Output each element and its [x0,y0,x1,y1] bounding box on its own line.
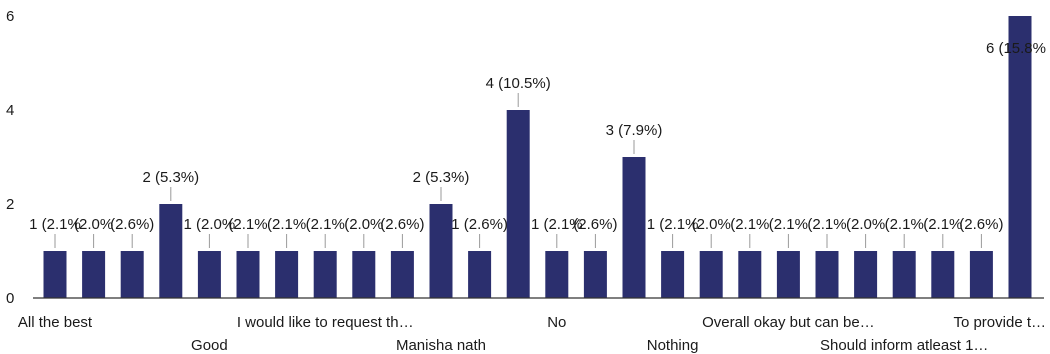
data-label: (2.0% [74,216,113,233]
bar [583,251,607,298]
data-label: (2.1% [267,216,306,233]
bar [236,251,260,298]
data-label: 1 (2.1% [531,216,583,233]
bar [931,251,955,298]
bar [120,251,144,298]
y-axis-ticks: 0 2 4 6 [6,8,14,307]
bar [545,251,569,298]
data-label: 4 (10.5%) [486,75,551,92]
bar [892,251,916,298]
data-label: (2.1% [228,216,267,233]
data-label: (2.1% [807,216,846,233]
data-label: (2.1% [923,216,962,233]
bar [43,251,67,298]
x-axis-ticks: All the best Good I would like to request … [18,314,1046,354]
bar [429,204,453,298]
bar [390,251,414,298]
bar [815,251,839,298]
bar [506,110,530,298]
x-tick-label: Overall okay but can be… [702,314,875,331]
x-tick-label: All the best [18,314,93,331]
bar [854,251,878,298]
y-tick-label: 2 [6,196,14,213]
y-tick-label: 4 [6,102,14,119]
bar [159,204,183,298]
data-labels: 1 (2.1%(2.0%(2.6%)2 (5.3%)1 (2.0%(2.1% (2… [29,40,1046,233]
bar [468,251,492,298]
bar [661,251,685,298]
bar [699,251,723,298]
bar [738,251,762,298]
bar [969,251,993,298]
data-label: (2.6%) [380,216,424,233]
bar [197,251,221,298]
data-label: (2.6%) [959,216,1003,233]
x-tick-label: Good [191,337,228,354]
data-label: 1 (2.1% [29,216,81,233]
data-label: 6 (15.8% [986,40,1046,57]
data-label: (2.0% [344,216,383,233]
data-label: 2 (5.3%) [413,169,470,186]
bars [43,16,1032,298]
bar [776,251,800,298]
data-label: 1 (2.1% [647,216,699,233]
data-label: (2.0% [692,216,731,233]
data-label: (2.6%) [110,216,154,233]
x-tick-label: I would like to request th… [237,314,414,331]
bar [275,251,299,298]
bar [82,251,106,298]
data-label: (2.1% [885,216,924,233]
x-tick-label: No [547,314,566,331]
data-label: (2.6%) [573,216,617,233]
data-label: (2.1% [306,216,345,233]
bar [352,251,376,298]
data-label: 1 (2.0% [184,216,236,233]
data-label: (2.1% [730,216,769,233]
data-label: 2 (5.3%) [142,169,199,186]
x-tick-label: To provide t… [953,314,1046,331]
bar [622,157,646,298]
data-label: (2.0% [846,216,885,233]
x-tick-label: Manisha nath [396,337,486,354]
y-tick-label: 6 [6,8,14,25]
data-label-leaders [54,93,982,248]
data-label: 3 (7.9%) [606,122,663,139]
x-tick-label: Should inform atleast 1… [820,337,988,354]
data-label: (2.1% [769,216,808,233]
y-tick-label: 0 [6,290,14,307]
x-tick-label: Nothing [647,337,699,354]
bar [313,251,337,298]
bar [1008,16,1032,298]
data-label: 1 (2.6%) [451,216,508,233]
